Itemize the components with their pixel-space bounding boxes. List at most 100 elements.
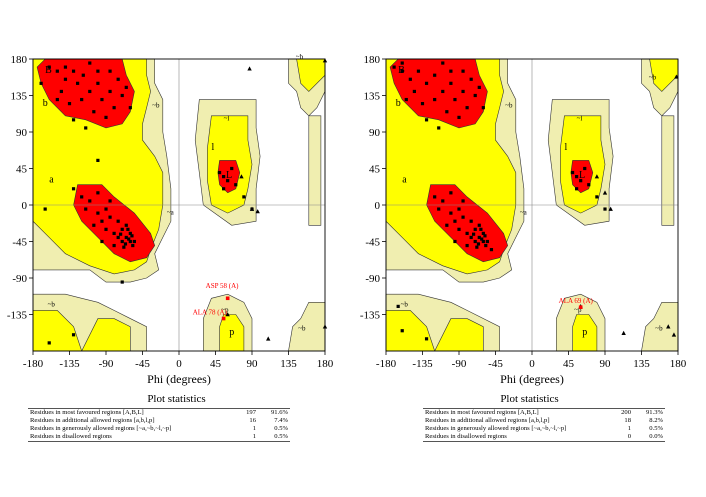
stats-row: Residues in disallowed regions 1 0.5% — [28, 433, 290, 442]
stats-pct: 0.5% — [258, 433, 290, 442]
residue-point — [477, 235, 481, 240]
residue-point — [84, 126, 88, 130]
x-tick-label: 90 — [600, 358, 612, 370]
glycine-point — [674, 74, 679, 79]
residue-point — [575, 187, 579, 191]
residue-point — [465, 231, 469, 235]
glycine-point — [225, 312, 230, 317]
residue-point — [433, 73, 437, 77]
residue-point — [100, 219, 104, 223]
residue-point — [39, 81, 43, 85]
y-tick-label: 135 — [364, 91, 381, 103]
residue-point — [400, 69, 404, 73]
residue-point — [122, 245, 126, 249]
stats-row: Residues in disallowed regions 0 0.0% — [423, 433, 665, 442]
residue-point — [55, 69, 59, 73]
residue-point — [579, 179, 583, 183]
stats-label: Residues in most favoured regions [A,B,L… — [423, 408, 607, 417]
x-tick-label: 90 — [247, 358, 259, 370]
residue-point — [116, 235, 120, 240]
residue-point — [132, 239, 136, 244]
residue-point — [116, 219, 120, 223]
residue-point — [80, 195, 84, 199]
residue-point — [124, 85, 128, 89]
x-axis-label: Phi (degrees) — [500, 372, 564, 386]
residue-point — [116, 77, 120, 81]
residue-point — [461, 215, 465, 219]
region-label: p — [229, 327, 234, 338]
residue-point — [465, 243, 469, 248]
residue-point — [108, 89, 112, 94]
residue-point — [96, 81, 100, 85]
residue-point — [222, 175, 226, 179]
residue-point — [453, 97, 457, 102]
stats-count: 1 — [627, 425, 631, 432]
residue-point — [96, 211, 100, 215]
residue-point — [108, 69, 112, 73]
core-region — [389, 58, 488, 129]
y-tick-label: 180 — [11, 54, 28, 66]
glycine-point — [322, 324, 328, 329]
residue-point — [479, 227, 483, 231]
region-label: ~a — [167, 209, 175, 217]
y-tick-label: -135 — [7, 310, 28, 322]
stats-row: Residues in additional allowed regions [… — [423, 417, 665, 425]
residue-point — [84, 207, 88, 211]
residue-point — [128, 239, 132, 244]
residue-point — [76, 81, 80, 85]
residue-point — [123, 242, 128, 246]
residue-point — [120, 93, 124, 98]
residue-point — [88, 89, 92, 94]
residue-point — [461, 89, 465, 94]
y-tick-label: 45 — [16, 164, 28, 176]
residue-point — [104, 207, 108, 211]
residue-point — [120, 280, 124, 284]
stats-row: Residues in most favoured regions [A,B,L… — [423, 408, 665, 417]
stats-table-right: Residues in most favoured regions [A,B,L… — [423, 408, 665, 442]
residue-point — [120, 239, 124, 244]
residue-point — [461, 199, 465, 203]
x-tick-label: -180 — [376, 358, 397, 370]
region-label: p — [582, 327, 587, 338]
region-label: B — [45, 65, 52, 76]
region-label: ~b — [48, 300, 56, 308]
region-label: a — [49, 174, 54, 185]
residue-point — [128, 231, 132, 235]
glycine-point — [255, 209, 260, 214]
glycine-point — [249, 206, 255, 211]
residue-point — [449, 191, 453, 195]
residue-point — [603, 207, 607, 211]
residue-point — [59, 89, 63, 94]
residue-point — [63, 77, 68, 81]
stats-count: 1 — [252, 425, 256, 432]
residue-point — [457, 115, 461, 119]
residue-point — [400, 61, 404, 65]
generous-region — [661, 115, 675, 226]
region-label: ~b — [655, 325, 663, 333]
outlier-label: ALA 69 (A) — [559, 297, 594, 305]
stats-label: Residues in generously allowed regions [… — [425, 425, 567, 432]
residue-point — [392, 65, 396, 69]
residue-point — [424, 337, 429, 341]
residue-point — [100, 239, 104, 244]
generous-region — [308, 115, 322, 226]
residue-point — [71, 187, 76, 191]
region-label: ~l — [224, 115, 230, 123]
y-tick-label: -45 — [12, 237, 27, 249]
y-tick-label: -90 — [12, 273, 27, 285]
outlier-point — [225, 296, 230, 301]
residue-point — [469, 219, 473, 223]
residue-point — [127, 237, 131, 241]
residue-point — [420, 102, 425, 106]
region-label: ~p — [574, 306, 582, 314]
residue-point — [437, 126, 441, 130]
x-tick-label: -90 — [452, 358, 467, 370]
x-tick-label: -135 — [412, 358, 433, 370]
residue-point — [449, 69, 453, 73]
outlier-point — [221, 316, 226, 321]
residue-point — [433, 195, 437, 199]
residue-point — [481, 239, 485, 244]
region-label: ~b — [298, 325, 306, 333]
